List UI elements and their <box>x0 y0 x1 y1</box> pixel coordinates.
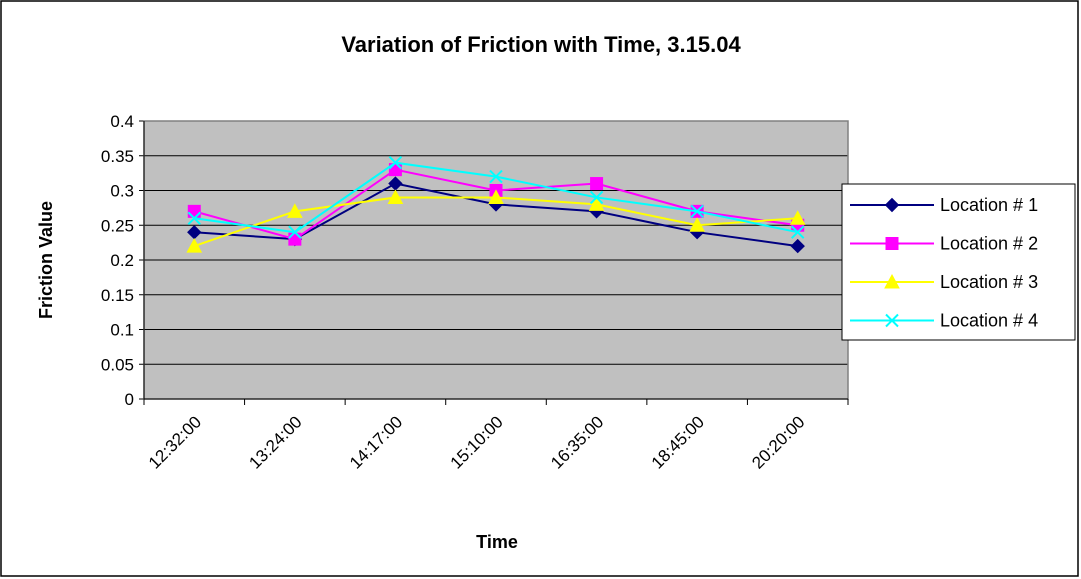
y-tick-label: 0.15 <box>101 286 134 305</box>
series-3-point <box>689 217 705 232</box>
series-4-point-stroke-b <box>288 225 302 239</box>
series-3-point <box>387 189 404 204</box>
series-4-point <box>589 190 604 205</box>
y-tick-label: 0.1 <box>110 321 134 340</box>
plot-area: 00.050.10.150.20.250.30.350.412:32:00 13:… <box>101 112 849 473</box>
x-axis-label: Time <box>476 532 518 552</box>
series-3-point <box>186 238 203 253</box>
series-4-point <box>388 155 403 170</box>
legend-marker <box>884 197 900 213</box>
series-3-point <box>588 196 605 211</box>
legend-label: Location # 1 <box>940 195 1038 215</box>
y-tick-label: 0.35 <box>101 147 134 166</box>
series-3-point <box>789 210 806 225</box>
y-tick-label: 0.25 <box>101 216 134 235</box>
legend-marker <box>885 313 899 328</box>
legend-marker <box>884 273 900 289</box>
legend-label: Location # 2 <box>940 234 1038 254</box>
series-1-point <box>790 238 805 254</box>
series-4-point <box>690 204 704 219</box>
series-3-point <box>488 189 504 204</box>
y-tick-label: 0.3 <box>110 182 134 201</box>
series-4-point-stroke-b <box>187 211 201 226</box>
series-4-point-stroke-b <box>589 190 604 205</box>
legend-box <box>841 183 1076 341</box>
series-4-point <box>288 225 302 239</box>
series-4-point <box>489 169 503 184</box>
series-3-point <box>287 203 303 218</box>
chart-title: Variation of Friction with Time, 3.15.04 <box>341 32 741 57</box>
y-axis-label: Friction Value <box>36 201 56 319</box>
legend-label: Location # 4 <box>940 311 1038 331</box>
series-4-point-stroke-b <box>791 225 805 239</box>
legend-marker-stroke-b <box>885 313 899 328</box>
y-tick-label: 0.4 <box>110 112 134 131</box>
y-tick-label: 0 <box>125 390 134 409</box>
series-4-point-stroke-b <box>388 155 403 170</box>
legend: Location # 1 Location # 2 Location # 3 Loca… <box>841 183 1076 341</box>
series-4-point <box>791 225 805 239</box>
series-2-point <box>288 232 302 246</box>
series-4-point-stroke-b <box>489 169 503 184</box>
y-tick-label: 0.2 <box>110 251 134 270</box>
y-tick-label: 0.05 <box>101 355 134 374</box>
legend-marker <box>885 237 899 250</box>
series-4-point-stroke-b <box>690 204 704 219</box>
series-2-point <box>187 204 201 218</box>
legend-label: Location # 3 <box>940 272 1038 292</box>
series-2-point <box>590 177 604 191</box>
series-4-point <box>187 211 201 226</box>
